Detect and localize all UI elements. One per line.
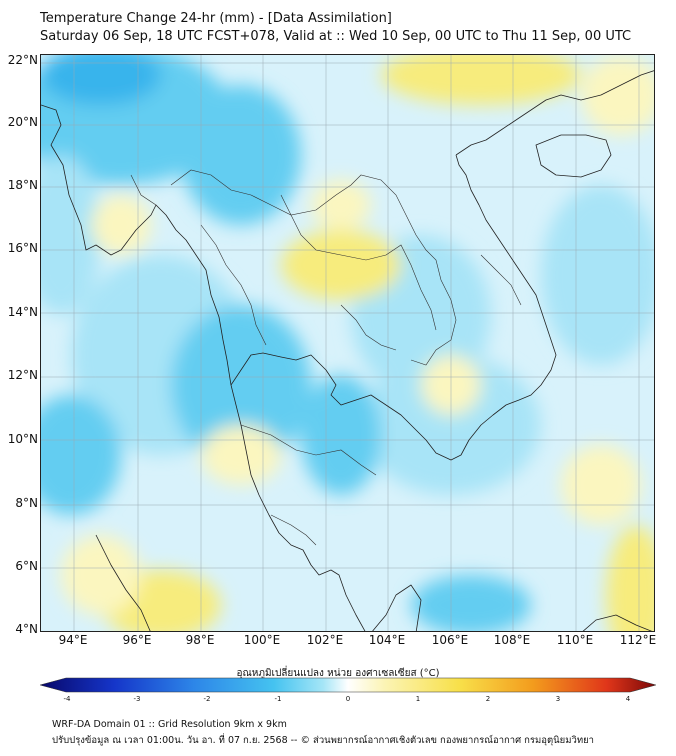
title-line-1: Temperature Change 24-hr (mm) - [Data As… [40,11,392,26]
lat-tick-16: 16°N [7,241,38,255]
lat-tick-14: 14°N [7,305,38,319]
lat-tick-6: 6°N [15,559,38,573]
lat-tick-18: 18°N [7,178,38,192]
map-panel[interactable] [40,54,655,632]
lon-tick-94: 94°E [58,633,88,647]
cbar-tick-3: 3 [555,695,561,703]
colorbar-gradient [40,677,656,693]
lat-tick-8: 8°N [15,496,38,510]
lon-tick-98: 98°E [185,633,215,647]
lat-tick-10: 10°N [7,432,38,446]
lon-tick-110: 110°E [556,633,594,647]
cbar-tick-0: 0 [345,695,351,703]
cbar-tick-minus-2: -2 [203,695,211,703]
lat-tick-4: 4°N [15,622,38,636]
cbar-tick-minus-1: -1 [274,695,282,703]
title-line-2: Saturday 06 Sep, 18 UTC FCST+078, Valid … [40,29,632,44]
lat-tick-12: 12°N [7,368,38,382]
colorbar [40,677,656,693]
colorbar-label: อุณหภูมิเปลี่ยนแปลง หน่วย องศาเซลเซียส (… [236,668,440,679]
lon-tick-100: 100°E [243,633,281,647]
cbar-tick-minus-3: -3 [133,695,141,703]
footer-credit: ปรับปรุงข้อมูล ณ เวลา 01:00น. วัน อา. ที… [52,735,594,746]
lon-tick-104: 104°E [368,633,406,647]
lon-tick-102: 102°E [306,633,344,647]
country-borders [130,169,522,546]
cbar-tick-minus-4: -4 [63,695,71,703]
map-title: Temperature Change 24-hr (mm) - [Data As… [40,10,631,46]
coastlines [41,70,654,631]
lon-tick-108: 108°E [493,633,531,647]
graticule [41,55,654,631]
cbar-tick-2: 2 [485,695,491,703]
lon-tick-96: 96°E [122,633,152,647]
cbar-tick-4: 4 [625,695,631,703]
lon-tick-112: 112°E [619,633,657,647]
lon-tick-106: 106°E [431,633,469,647]
footer-domain-info: WRF-DA Domain 01 :: Grid Resolution 9km … [52,719,287,730]
cbar-tick-1: 1 [415,695,421,703]
lat-tick-22: 22°N [7,53,38,67]
temperature-change-map [41,55,654,631]
lat-tick-20: 20°N [7,115,38,129]
